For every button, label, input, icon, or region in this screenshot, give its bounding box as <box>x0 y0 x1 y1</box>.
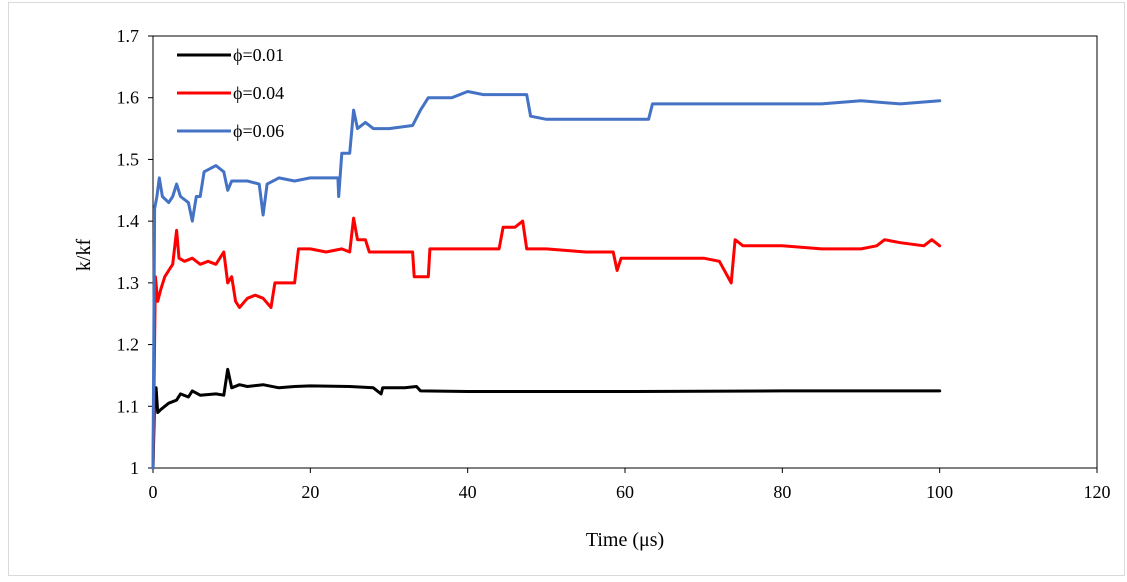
series-line-1 <box>151 367 942 470</box>
y-axis-ticks: 1 1.1 1.2 1.3 1.4 1.5 1.6 1.7 <box>117 26 153 478</box>
y-tick-label: 1.7 <box>117 26 140 46</box>
line-chart: 1 1.1 1.2 1.3 1.4 1.5 1.6 1.7 0 20 40 60 80 100 120 T… <box>73 26 1111 551</box>
x-tick-label: 120 <box>1084 482 1111 502</box>
y-tick-label: 1.4 <box>117 211 140 231</box>
series-lines <box>151 90 942 470</box>
y-tick-label: 1.6 <box>117 88 140 108</box>
y-tick-label: 1.5 <box>117 149 140 169</box>
y-tick-label: 1.3 <box>117 273 140 293</box>
x-tick-label: 100 <box>926 482 953 502</box>
series-line-2 <box>151 216 942 470</box>
legend-label-1: ϕ=0.01 <box>233 45 284 65</box>
x-tick-label: 0 <box>149 482 158 502</box>
legend: ϕ=0.01 ϕ=0.04 ϕ=0.06 <box>177 45 284 141</box>
x-tick-label: 80 <box>773 482 791 502</box>
plot-area-border <box>152 35 1098 469</box>
x-axis-ticks: 0 20 40 60 80 100 120 <box>149 468 1111 502</box>
y-tick-label: 1 <box>130 458 139 478</box>
x-tick-label: 40 <box>459 482 477 502</box>
legend-label-3: ϕ=0.06 <box>233 121 284 141</box>
x-axis-title: Time (μs) <box>586 529 664 551</box>
y-tick-label: 1.1 <box>117 396 140 416</box>
chart-frame: 1 1.1 1.2 1.3 1.4 1.5 1.6 1.7 0 20 40 60 80 100 120 T… <box>8 2 1125 576</box>
y-tick-label: 1.2 <box>117 335 140 355</box>
series-line-3 <box>151 90 942 470</box>
x-tick-label: 60 <box>616 482 634 502</box>
y-axis-title: k/kf <box>73 239 95 272</box>
legend-label-2: ϕ=0.04 <box>233 83 284 103</box>
x-tick-label: 20 <box>301 482 319 502</box>
